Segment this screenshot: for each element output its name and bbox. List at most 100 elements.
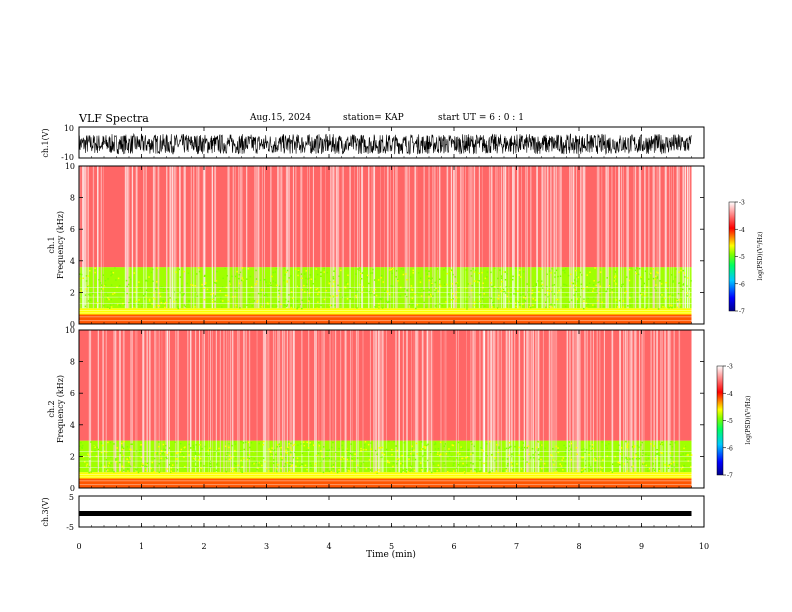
spectrogram-speckle bbox=[156, 451, 158, 454]
spectrogram-speckle bbox=[488, 471, 490, 474]
spectrogram-speckle bbox=[135, 468, 137, 470]
spectrogram-speckle bbox=[448, 451, 451, 454]
spectrogram-speckle bbox=[500, 277, 503, 279]
spectrogram-speckle bbox=[403, 442, 406, 444]
spectrogram-speckle bbox=[240, 459, 242, 462]
spectrogram-speckle bbox=[276, 470, 278, 473]
spectrogram-speckle bbox=[104, 284, 107, 286]
spectrogram-speckle bbox=[303, 444, 306, 447]
spectrogram-speckle bbox=[453, 462, 455, 465]
spectrogram-speckle bbox=[660, 452, 662, 454]
sferic-stripe bbox=[669, 330, 671, 473]
spectrogram-speckle bbox=[565, 450, 567, 453]
spectrogram-speckle bbox=[467, 454, 469, 456]
spectrogram-speckle bbox=[580, 471, 583, 473]
spectrogram-speckle bbox=[198, 459, 200, 461]
spectrogram-speckle bbox=[235, 304, 237, 307]
spectrogram-speckle bbox=[326, 271, 328, 274]
spectrogram-speckle bbox=[338, 275, 340, 277]
spectrogram-speckle bbox=[595, 458, 597, 460]
spectrogram-speckle bbox=[305, 449, 308, 452]
sferic-stripe bbox=[559, 166, 561, 309]
spectrogram-speckle bbox=[620, 447, 623, 449]
spectrogram-speckle bbox=[411, 448, 414, 451]
sferic-stripe bbox=[84, 166, 87, 309]
sferic-stripe bbox=[386, 330, 387, 473]
spectrogram-speckle bbox=[425, 306, 427, 309]
sferic-stripe bbox=[279, 330, 281, 473]
spectrogram-speckle bbox=[275, 267, 278, 270]
spectrogram-speckle bbox=[198, 454, 201, 456]
spectrogram-speckle bbox=[491, 306, 494, 308]
spectrogram-band bbox=[79, 314, 692, 324]
spectrogram-speckle bbox=[646, 286, 648, 288]
spectrogram-speckle bbox=[400, 268, 402, 270]
spectrogram-speckle bbox=[222, 300, 224, 302]
spectrogram-speckle bbox=[224, 445, 227, 447]
spectrogram-speckle bbox=[121, 446, 123, 448]
sferic-stripe bbox=[676, 166, 678, 309]
sferic-stripe bbox=[227, 166, 229, 309]
sferic-stripe bbox=[470, 330, 472, 473]
sferic-stripe bbox=[517, 166, 519, 309]
sferic-stripe bbox=[611, 330, 613, 473]
spectrogram-speckle bbox=[290, 451, 292, 454]
spectrogram-speckle bbox=[204, 282, 207, 284]
spectrogram-speckle bbox=[323, 267, 325, 270]
spectrogram-speckle bbox=[594, 462, 597, 464]
spectrogram-band bbox=[79, 472, 692, 479]
xtick-label: 0 bbox=[76, 542, 81, 551]
spectrogram-speckle bbox=[640, 278, 642, 280]
sferic-stripe bbox=[576, 166, 577, 309]
spectrogram-speckle bbox=[492, 286, 495, 288]
spectrogram-speckle bbox=[402, 267, 404, 270]
spectrogram-speckle bbox=[587, 303, 589, 306]
spectrogram-speckle bbox=[424, 447, 426, 449]
spectrogram-speckle bbox=[81, 447, 83, 449]
sferic-stripe bbox=[503, 166, 504, 309]
spectrogram-speckle bbox=[98, 469, 101, 471]
spectrogram-speckle bbox=[209, 465, 211, 468]
spectrogram-speckle bbox=[123, 469, 125, 471]
sferic-stripe bbox=[406, 166, 408, 309]
spectrogram-speckle bbox=[107, 441, 109, 444]
spectrogram-speckle bbox=[205, 452, 207, 455]
spectrogram-speckle bbox=[529, 306, 531, 308]
spectrogram-speckle bbox=[582, 288, 585, 290]
spectrogram-speckle bbox=[626, 470, 628, 472]
spectrogram-speckle bbox=[605, 444, 607, 447]
spectrogram-speckle bbox=[248, 294, 251, 297]
spectrogram-speckle bbox=[481, 449, 483, 451]
spectrogram-speckle bbox=[286, 462, 288, 464]
spectrogram-speckle bbox=[122, 447, 125, 450]
sferic-stripe bbox=[330, 166, 332, 309]
sferic-stripe bbox=[281, 330, 284, 473]
spectrogram-speckle bbox=[119, 452, 121, 454]
sferic-stripe bbox=[494, 330, 496, 473]
spectrogram-speckle bbox=[126, 458, 128, 460]
station-label: station= KAP bbox=[343, 113, 404, 123]
spectrogram-speckle bbox=[645, 453, 647, 456]
spectrogram-speckle bbox=[479, 293, 481, 296]
spectrogram-speckle bbox=[631, 446, 634, 448]
spectrogram-speckle bbox=[87, 275, 89, 277]
spectrogram-speckle bbox=[401, 454, 403, 457]
spectrogram-speckle bbox=[82, 277, 84, 279]
sferic-stripe bbox=[524, 330, 525, 473]
spectrogram-speckle bbox=[671, 304, 673, 307]
spectrogram-speckle bbox=[643, 282, 645, 285]
spectrogram-speckle bbox=[424, 470, 427, 472]
spectrogram-speckle bbox=[397, 278, 399, 281]
spectrogram-speckle bbox=[166, 454, 168, 456]
spectrogram-speckle bbox=[408, 303, 411, 306]
sferic-stripe bbox=[638, 166, 640, 309]
spectrogram-speckle bbox=[647, 297, 649, 299]
spectrogram-speckle bbox=[88, 466, 91, 468]
spectrogram-speckle bbox=[538, 291, 540, 293]
spectrogram-speckle bbox=[556, 468, 558, 471]
sferic-stripe bbox=[318, 330, 320, 473]
spectrogram-speckle bbox=[545, 285, 548, 288]
spectrogram-speckle bbox=[592, 284, 595, 286]
spectrogram-speckle bbox=[504, 448, 506, 450]
spectrogram-speckle bbox=[520, 294, 522, 296]
